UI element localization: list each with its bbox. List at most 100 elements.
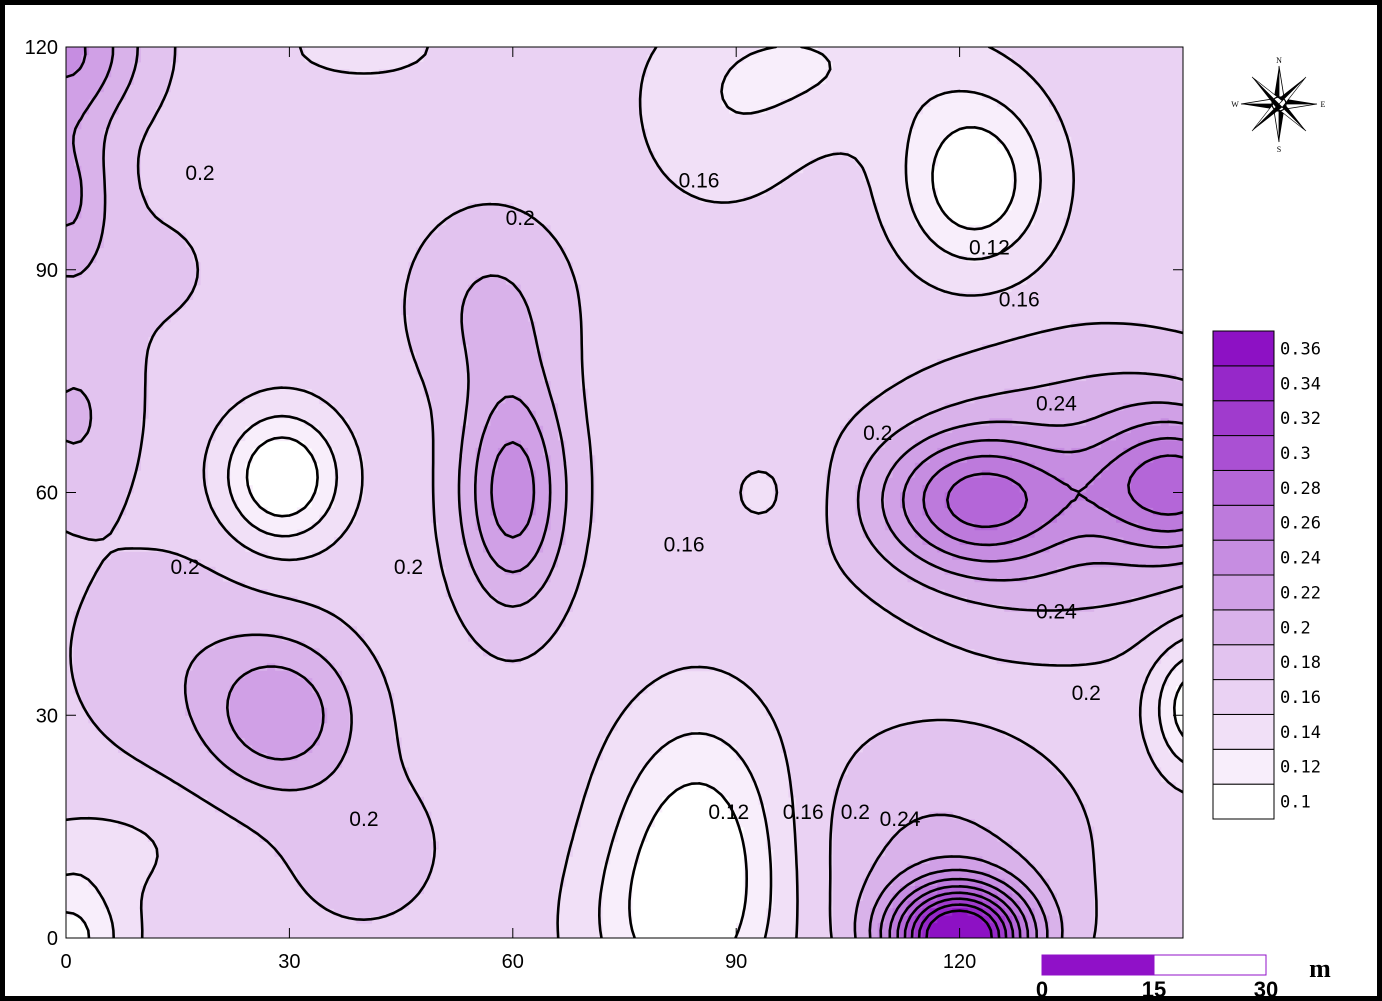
compass-diag-b-3 (1251, 76, 1283, 105)
contour-band-5 (66, 47, 1183, 938)
contour-label-4: 0.16 (999, 289, 1040, 312)
contour-label-11: 0.2 (1072, 682, 1101, 705)
compass-rose: N S W E (1231, 56, 1325, 154)
colorbar-label-0: 0.1 (1280, 793, 1311, 813)
scale-bar-label-0: 0 (1036, 977, 1048, 1001)
colorbar-label-11: 0.32 (1280, 409, 1321, 429)
contour-line-11 (910, 897, 1008, 938)
contour-label-9: 0.16 (664, 534, 705, 557)
contour-label-12: 0.2 (349, 808, 378, 831)
contour-band-3 (66, 47, 1183, 938)
compass-diag-a-0 (1279, 100, 1306, 131)
x-tick-label-1: 30 (278, 951, 300, 973)
contour-label-text-10: 0.24 (1036, 600, 1077, 623)
contour-label-text-6: 0.2 (863, 422, 892, 445)
colorbar-label-10: 0.3 (1280, 444, 1311, 464)
colorbar-label-2: 0.14 (1280, 723, 1321, 743)
contour-label-13: 0.12 (708, 801, 749, 824)
contour-label-text-3: 0.12 (969, 237, 1010, 260)
compass-w: W (1231, 100, 1239, 109)
contour-label-text-15: 0.2 (841, 801, 870, 824)
colorbar-label-3: 0.16 (1280, 688, 1321, 708)
colorbar-label-8: 0.26 (1280, 514, 1321, 534)
colorbar-swatch-1 (1212, 748, 1275, 785)
scale-bar-label-2: 30 (1254, 977, 1278, 1001)
contour-label-text-5: 0.24 (1036, 392, 1077, 415)
contour-label-text-2: 0.16 (679, 170, 720, 193)
colorbar-swatch-12 (1212, 365, 1275, 402)
compass-diag-a-2 (1275, 77, 1306, 104)
colorbar-swatch-6 (1212, 574, 1275, 611)
contour-label-text-1: 0.2 (506, 207, 535, 230)
compass-point-a-2 (1241, 104, 1279, 111)
colorbar-label-13: 0.36 (1280, 339, 1321, 359)
contour-label-3: 0.12 (969, 237, 1010, 260)
contour-label-text-14: 0.16 (783, 801, 824, 824)
contour-label-text-11: 0.2 (1072, 682, 1101, 705)
colorbar-label-1: 0.12 (1280, 758, 1321, 778)
colorbar-swatch-2 (1212, 713, 1275, 750)
contour-line-7 (66, 47, 1183, 938)
y-tick-label-1: 30 (36, 705, 58, 727)
y-tick-label-0: 0 (47, 928, 58, 950)
scale-bar-unit: m (1309, 954, 1331, 983)
contour-line-12 (917, 903, 1001, 938)
contour-field (66, 47, 1183, 938)
colorbar-swatch-13 (1212, 330, 1275, 367)
colorbar-swatch-10 (1212, 435, 1275, 471)
contour-label-1: 0.2 (506, 207, 535, 230)
contour-line-4 (66, 47, 1183, 938)
colorbar-swatch-11 (1212, 400, 1275, 437)
contour-line-1 (66, 126, 1183, 938)
contour-label-10: 0.24 (1036, 600, 1077, 623)
contour-band-13 (929, 908, 990, 938)
compass-s: S (1277, 145, 1281, 154)
compass-center-ring (1271, 96, 1287, 112)
x-tick-label-0: 0 (60, 951, 71, 973)
compass-n: N (1276, 56, 1282, 65)
contour-label-text-7: 0.2 (170, 556, 199, 579)
scale-bar-label-1: 15 (1142, 977, 1166, 1001)
contour-label-text-0: 0.2 (185, 162, 214, 185)
contour-label-text-8: 0.2 (394, 556, 423, 579)
colorbar-label-7: 0.24 (1280, 549, 1321, 569)
contour-label-14: 0.16 (783, 801, 824, 824)
contour-label-6: 0.2 (863, 422, 892, 445)
contour-line-10 (903, 891, 1015, 938)
compass-diag-b-2 (1278, 76, 1307, 108)
contour-label-16: 0.24 (880, 808, 921, 831)
colorbar-swatch-3 (1212, 679, 1275, 715)
contour-line-2 (66, 47, 1183, 938)
colorbar-label-5: 0.2 (1280, 618, 1311, 638)
compass-point-a-3 (1279, 97, 1317, 104)
contour-line-13 (925, 909, 993, 938)
contour-band-4 (66, 47, 1183, 938)
y-tick-label-4: 120 (25, 37, 58, 59)
colorbar-label-9: 0.28 (1280, 479, 1321, 499)
contour-line-5 (66, 47, 1183, 938)
contour-labels: 0.2 0.2 0.16 0.12 0.16 0.24 0.2 0.2 0.2 0.16 0.24 0… (170, 162, 1101, 831)
colorbar-legend: 0.1 0.12 0.14 0.16 0.18 0.2 0.22 0.24 0.26 0.28 0.… (1212, 330, 1321, 820)
colorbar-swatch-7 (1212, 539, 1275, 576)
contour-label-text-16: 0.24 (880, 808, 921, 831)
colorbar-swatch-5 (1212, 609, 1275, 646)
colorbar-label-6: 0.22 (1280, 583, 1321, 603)
contour-label-8: 0.2 (394, 556, 423, 579)
contour-label-5: 0.24 (1036, 392, 1077, 415)
scale-bar: 0 15 30 m (1036, 954, 1331, 1001)
x-tick-label-2: 60 (502, 951, 524, 973)
compass-diag-a-1 (1252, 104, 1283, 131)
colorbar-label-4: 0.18 (1280, 653, 1321, 673)
colorbar-swatch-0 (1212, 783, 1275, 820)
contour-band-9 (900, 455, 1183, 938)
contour-label-text-12: 0.2 (349, 808, 378, 831)
contour-line-8 (888, 436, 1183, 938)
contour-label-text-4: 0.16 (999, 289, 1040, 312)
colorbar-label-12: 0.34 (1280, 374, 1321, 394)
y-tick-label-3: 90 (36, 260, 58, 282)
north-arrow-compass: N S W E (1231, 56, 1325, 154)
compass-e: E (1321, 100, 1326, 109)
colorbar-swatch-9 (1212, 469, 1275, 506)
y-tick-label-2: 60 (36, 483, 58, 505)
